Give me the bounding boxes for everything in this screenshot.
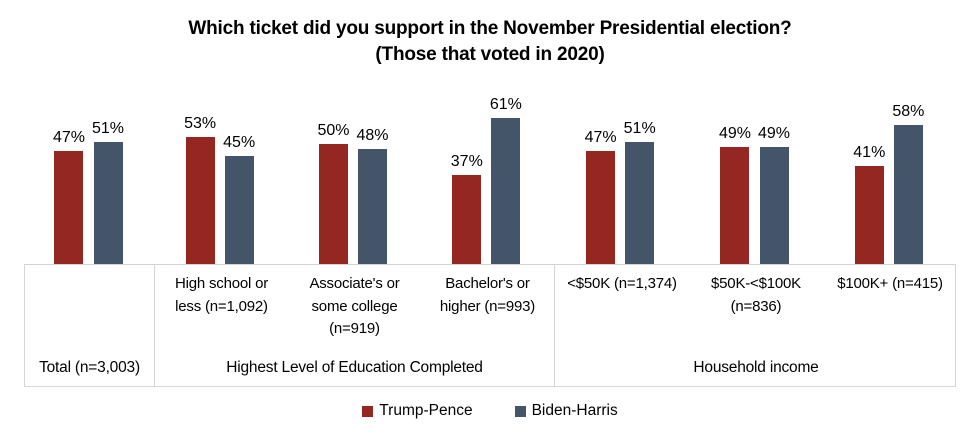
biden-harris-barwrap: 45% [223, 134, 256, 265]
trump-pence-bar [720, 146, 750, 265]
biden-harris-bar [93, 141, 123, 265]
trump-pence-swatch-icon [362, 405, 374, 417]
trump-pence-bar [318, 144, 348, 265]
trump-pence-barwrap: 53% [184, 115, 217, 265]
chart-title: Which ticket did you support in the Nove… [24, 0, 956, 67]
biden-harris-bar [759, 146, 789, 265]
biden-harris-value-label: 51% [92, 119, 125, 137]
biden-harris-barwrap: 51% [92, 119, 125, 265]
trump-pence-bar [185, 137, 215, 265]
bar-pair-slot: 41% 58% [822, 67, 956, 265]
biden-harris-barwrap: 48% [356, 127, 389, 265]
trump-pence-value-label: 41% [853, 143, 886, 161]
biden-harris-value-label: 58% [892, 103, 925, 121]
bar-pair: 47% 51% [52, 119, 125, 265]
biden-harris-value-label: 51% [623, 119, 656, 137]
trump-pence-barwrap: 41% [853, 143, 886, 265]
legend-label: Biden-Harris [531, 402, 618, 420]
trump-pence-value-label: 47% [52, 129, 85, 147]
category-axis: Total (n=3,003) High school or less (n=1,… [24, 264, 957, 388]
biden-harris-value-label: 48% [356, 127, 389, 145]
category-labels [25, 265, 154, 273]
plot-area: 47% 51% 53% 45% 50% 48% 37% 61% 47% 51% 49% 49% 41% 5… [24, 67, 956, 265]
trump-pence-value-label: 37% [450, 153, 483, 171]
bar-group-total-n-3-003: 47% 51% [24, 67, 153, 265]
category-label: High school or less (n=1,092) [174, 275, 269, 315]
biden-harris-bar [358, 149, 387, 265]
biden-harris-bar [224, 156, 254, 265]
trump-pence-barwrap: 47% [584, 129, 617, 265]
bar-pair-slot: 53% 45% [153, 67, 286, 265]
biden-harris-swatch-icon [514, 405, 526, 417]
trump-pence-barwrap: 37% [450, 153, 483, 265]
category-labels: High school or less (n=1,092) Associate's… [155, 265, 554, 341]
bar-pair-slot: 47% 51% [553, 67, 687, 265]
trump-pence-bar [854, 165, 884, 265]
bar-pair: 49% 49% [718, 124, 791, 265]
category-label: <$50K (n=1,374) [567, 275, 677, 293]
bar-group-highest-level-of-education-completed: 53% 45% 50% 48% 37% 61% [153, 67, 553, 265]
axis-group-household-income: <$50K (n=1,374) $50K-<$100K (n=836) $100K+… [554, 265, 957, 387]
biden-harris-barwrap: 49% [757, 124, 791, 265]
trump-pence-value-label: 47% [584, 129, 617, 147]
axis-group-total-n-3-003: Total (n=3,003) [25, 265, 154, 386]
legend: Trump-Pence Biden-Harris [24, 402, 956, 420]
chart-title-line1: Which ticket did you support in the Nove… [188, 18, 792, 39]
biden-harris-bar [893, 125, 923, 265]
trump-pence-value-label: 53% [184, 115, 217, 133]
bar-pair-slot: 49% 49% [687, 67, 821, 265]
trump-pence-value-label: 50% [317, 122, 350, 140]
trump-pence-value-label: 49% [718, 124, 751, 142]
trump-pence-barwrap: 47% [52, 129, 85, 265]
category-label: $100K+ (n=415) [837, 275, 943, 293]
biden-harris-value-label: 45% [223, 134, 256, 152]
category-label: Bachelor's or higher (n=993) [439, 275, 536, 315]
category-label: $50K-<$100K (n=836) [711, 275, 801, 315]
bar-pair: 50% 48% [317, 122, 389, 265]
trump-pence-bar [54, 151, 84, 265]
bar-pair: 53% 45% [184, 115, 256, 265]
legend-label: Trump-Pence [379, 402, 473, 420]
group-label: Total (n=3,003) [39, 359, 140, 377]
bar-pair-slot: 47% 51% [24, 67, 153, 265]
group-label: Household income [693, 359, 819, 377]
biden-harris-barwrap: 61% [489, 95, 522, 265]
bar-pair: 37% 61% [450, 95, 522, 265]
biden-harris-bar [625, 141, 655, 265]
biden-harris-value-label: 49% [757, 124, 791, 142]
bar-pair: 41% 58% [853, 103, 925, 265]
axis-group-highest-level-of-education-completed: High school or less (n=1,092) Associate's… [154, 265, 554, 387]
biden-harris-barwrap: 58% [892, 103, 925, 265]
biden-harris-bar [491, 117, 521, 265]
category-label: Associate's or some college (n=919) [309, 275, 400, 338]
legend-item-trump-pence: Trump-Pence [362, 402, 473, 420]
trump-pence-bar [452, 175, 482, 265]
trump-pence-bar [586, 151, 616, 265]
trump-pence-barwrap: 50% [317, 122, 350, 265]
group-label: Highest Level of Education Completed [226, 359, 483, 377]
category-labels: <$50K (n=1,374) $50K-<$100K (n=836) $100K+… [555, 265, 957, 318]
biden-harris-value-label: 61% [489, 95, 522, 113]
bar-pair: 47% 51% [584, 119, 656, 265]
legend-item-biden-harris: Biden-Harris [514, 402, 618, 420]
trump-pence-barwrap: 49% [718, 124, 751, 265]
bar-pair-slot: 37% 61% [420, 67, 553, 265]
bar-group-household-income: 47% 51% 49% 49% 41% 58% [553, 67, 956, 265]
biden-harris-barwrap: 51% [623, 119, 656, 265]
chart-title-line2: (Those that voted in 2020) [375, 43, 605, 65]
bar-pair-slot: 50% 48% [286, 67, 419, 265]
